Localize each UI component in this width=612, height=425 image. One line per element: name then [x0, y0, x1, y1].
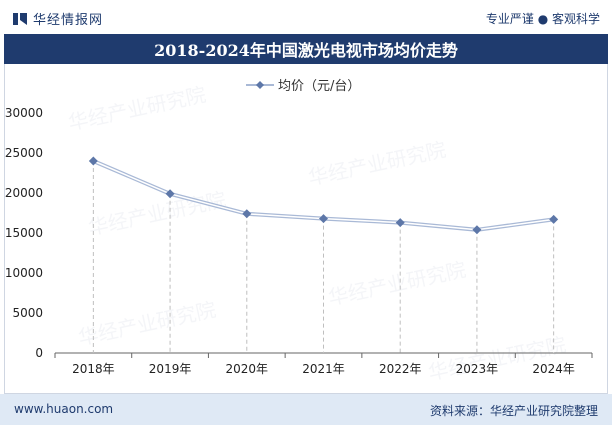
tagline: 专业严谨 ● 客观科学 — [485, 12, 600, 26]
footer: www.huaon.com 资料来源：华经产业研究院整理 — [0, 394, 612, 425]
watermark-text: 华经产业研究院 — [66, 82, 208, 135]
x-tick-label: 2024年 — [532, 362, 575, 376]
y-tick-label: 0 — [35, 346, 43, 360]
logo-icon — [13, 12, 27, 25]
data-point — [395, 218, 405, 228]
x-tick-label: 2018年 — [72, 362, 115, 376]
watermark-text: 华经产业研究院 — [306, 137, 448, 190]
x-tick-label: 2021年 — [302, 362, 345, 376]
watermark-text: 华经产业研究院 — [426, 332, 568, 385]
drop-lines — [92, 161, 555, 353]
legend-marker — [256, 81, 264, 89]
x-tick-label: 2019年 — [149, 362, 192, 376]
data-point — [319, 214, 328, 224]
top-bar: 华经情报网 专业严谨 ● 客观科学 — [0, 0, 612, 34]
series-layer — [88, 156, 559, 235]
line-chart: 华经产业研究院华经产业研究院华经产业研究院华经产业研究院华经产业研究院华经产业研… — [5, 79, 593, 385]
y-tick-label: 20000 — [5, 186, 43, 200]
data-point — [165, 189, 175, 199]
y-tick-label: 10000 — [5, 266, 43, 280]
y-tick-label: 25000 — [5, 146, 43, 160]
x-tick-label: 2020年 — [226, 362, 269, 376]
website-link[interactable]: www.huaon.com — [14, 402, 114, 416]
data-point — [549, 214, 559, 224]
y-tick-label: 15000 — [5, 226, 43, 240]
source-note: 资料来源：华经产业研究院整理 — [429, 404, 598, 418]
legend: 均价（元/台） — [246, 79, 360, 94]
title-bar: 2018-2024年中国激光电视市场均价走势 — [4, 34, 608, 64]
brand: 华经情报网 — [12, 9, 103, 28]
x-tick-label: 2023年 — [456, 362, 499, 376]
data-point — [242, 209, 252, 219]
watermark-text: 华经产业研究院 — [326, 257, 468, 310]
y-tick-label: 30000 — [5, 106, 43, 120]
watermark-text: 华经产业研究院 — [86, 187, 228, 240]
legend-label: 均价（元/台） — [278, 79, 360, 94]
watermark-text: 华经产业研究院 — [76, 297, 218, 350]
watermark-layer: 华经产业研究院华经产业研究院华经产业研究院华经产业研究院华经产业研究院华经产业研… — [66, 82, 568, 385]
brand-name: 华经情报网 — [33, 13, 104, 28]
data-point — [88, 156, 98, 166]
chart-frame — [4, 64, 608, 394]
x-tick-label: 2022年 — [379, 362, 422, 376]
data-point — [472, 225, 482, 235]
axes: 2018年 2019年 2020年 2021年 2022年 2023年 2024年 0 5000… — [5, 106, 593, 376]
chart-title: 2018-2024年中国激光电视市场均价走势 — [154, 41, 458, 60]
y-tick-label: 5000 — [12, 306, 43, 320]
